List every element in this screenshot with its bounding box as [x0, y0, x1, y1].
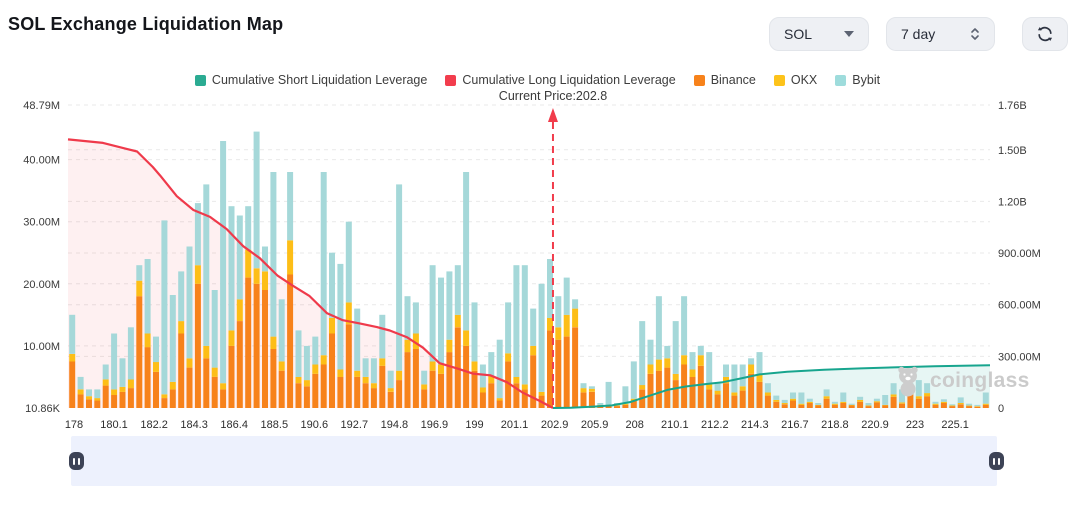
- x-axis-tick: 218.8: [821, 419, 849, 431]
- stepper-updown-icon: [971, 28, 979, 40]
- legend-label-long-leverage: Cumulative Long Liquidation Leverage: [462, 73, 676, 87]
- short-liquidation-area: [553, 365, 990, 408]
- right-axis-tick: 1.76B: [998, 100, 1027, 112]
- x-axis-tick: 186.4: [220, 419, 248, 431]
- legend-item-binance[interactable]: Binance: [693, 73, 756, 87]
- left-axis-tick: 20.00M: [23, 279, 60, 291]
- x-axis-tick: 212.2: [701, 419, 729, 431]
- legend-item-short-leverage[interactable]: Cumulative Short Liquidation Leverage: [194, 73, 428, 87]
- x-axis-tick: 210.1: [661, 419, 689, 431]
- x-axis-tick: 201.1: [501, 419, 529, 431]
- x-axis-tick: 188.5: [261, 419, 289, 431]
- symbol-select[interactable]: SOL: [769, 17, 869, 51]
- x-axis-tick: 205.9: [581, 419, 609, 431]
- left-axis-labels: 48.79M 40.00M 30.00M 20.00M 10.00M 10.86K: [23, 100, 60, 415]
- refresh-button[interactable]: [1022, 17, 1068, 51]
- x-axis-tick: 184.3: [180, 419, 208, 431]
- x-axis-tick: 223: [906, 419, 924, 431]
- left-axis-tick: 30.00M: [23, 217, 60, 229]
- x-axis-tick: 182.2: [140, 419, 168, 431]
- period-select[interactable]: 7 day: [886, 17, 995, 51]
- left-axis-tick: 10.00M: [23, 341, 60, 353]
- short-liquidation-line: [552, 364, 991, 409]
- legend-swatch-long-leverage: [445, 74, 457, 86]
- x-axis-tick: 194.8: [381, 419, 409, 431]
- x-axis-tick: 190.6: [301, 419, 329, 431]
- legend-swatch-binance: [693, 74, 705, 86]
- left-axis-tick: 10.86K: [25, 403, 61, 415]
- x-axis-tick: 180.1: [100, 419, 128, 431]
- left-axis-tick: 40.00M: [23, 155, 60, 167]
- x-axis-tick: 199: [465, 419, 483, 431]
- slider-handle-left[interactable]: [69, 452, 84, 470]
- x-axis-labels: 178 180.1 182.2 184.3 186.4 188.5 190.6 192.7 19…: [65, 419, 969, 431]
- right-axis-tick: 600.00M: [998, 300, 1041, 312]
- x-axis-tick: 225.1: [941, 419, 969, 431]
- right-axis-tick: 1.50B: [998, 145, 1027, 157]
- current-price-label: Current Price:202.8: [498, 89, 608, 103]
- refresh-icon: [1037, 26, 1053, 42]
- long-liquidation-line: [67, 138, 554, 409]
- right-axis-tick: 900.00M: [998, 248, 1041, 260]
- right-axis-tick: 300.00M: [998, 351, 1041, 363]
- x-axis-tick: 202.9: [541, 419, 569, 431]
- legend-swatch-okx: [773, 74, 785, 86]
- x-axis-tick: 214.3: [741, 419, 769, 431]
- bars-layer: [69, 131, 989, 408]
- legend-label-okx: OKX: [790, 73, 818, 87]
- symbol-select-value: SOL: [784, 26, 813, 42]
- legend-item-bybit[interactable]: Bybit: [835, 73, 880, 87]
- x-axis-tick: 192.7: [341, 419, 369, 431]
- legend-label-short-leverage: Cumulative Short Liquidation Leverage: [211, 73, 428, 87]
- slider-handle-right[interactable]: [989, 452, 1004, 470]
- x-axis-tick: 220.9: [861, 419, 889, 431]
- legend-swatch-short-leverage: [194, 74, 206, 86]
- current-price-line: [547, 108, 558, 408]
- right-axis-labels: 1.76B 1.50B 1.20B 900.00M 600.00M 300.00M 0: [998, 100, 1041, 415]
- chart-legend: Cumulative Short Liquidation Leverage Cum…: [0, 73, 1075, 87]
- x-axis-tick: 216.7: [781, 419, 809, 431]
- chevron-down-icon: [844, 31, 854, 37]
- right-axis-tick: 1.20B: [998, 196, 1027, 208]
- left-axis-tick: 48.79M: [23, 100, 60, 112]
- legend-swatch-bybit: [835, 74, 847, 86]
- right-axis-tick: 0: [998, 403, 1004, 415]
- legend-item-okx[interactable]: OKX: [773, 73, 818, 87]
- legend-label-bybit: Bybit: [852, 73, 881, 87]
- legend-label-binance: Binance: [710, 73, 756, 87]
- x-axis-tick: 208: [626, 419, 644, 431]
- x-axis-tick: 178: [65, 419, 83, 431]
- legend-item-long-leverage[interactable]: Cumulative Long Liquidation Leverage: [445, 73, 676, 87]
- x-axis-tick: 196.9: [421, 419, 449, 431]
- range-slider-track[interactable]: [69, 436, 1004, 486]
- period-select-value: 7 day: [901, 26, 936, 42]
- page-title: SOL Exchange Liquidation Map: [8, 14, 284, 34]
